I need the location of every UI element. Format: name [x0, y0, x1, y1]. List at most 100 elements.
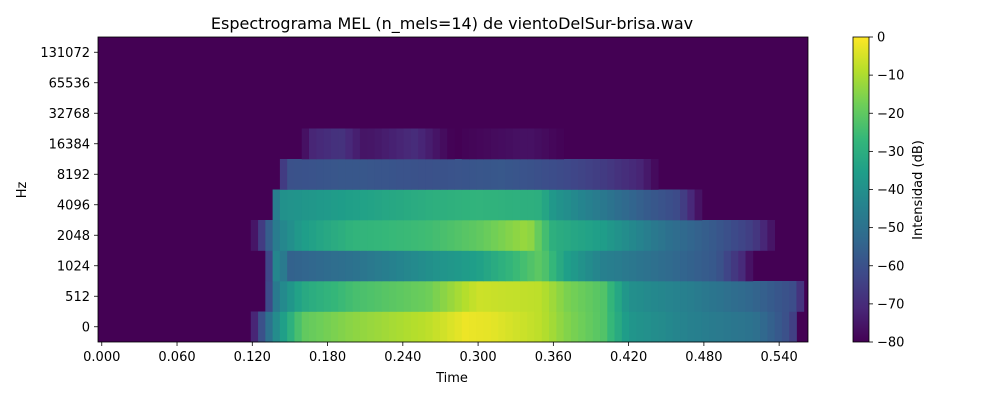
heatmap-cell [519, 311, 528, 343]
heatmap-cell [730, 250, 739, 282]
heatmap-cell [614, 281, 623, 312]
heatmap-cell [680, 220, 688, 251]
heatmap-cell [287, 159, 295, 190]
heatmap-cell [629, 159, 637, 190]
heatmap-cell [316, 250, 324, 282]
heatmap-cell [367, 311, 375, 343]
heatmap-cell [498, 128, 506, 160]
heatmap-cell [527, 159, 535, 190]
heatmap-cell [301, 311, 310, 343]
heatmap-cell [316, 281, 324, 312]
heatmap-cell [469, 220, 477, 251]
heatmap-cell [374, 311, 383, 343]
heatmap-cell [432, 159, 441, 190]
heatmap-cell [389, 159, 397, 190]
x-tick-label: 0.360 [535, 350, 572, 365]
heatmap-cell [447, 311, 455, 343]
heatmap-cell [461, 189, 470, 221]
heatmap-cell [301, 220, 310, 251]
heatmap-cell [367, 189, 375, 221]
heatmap-cell [687, 250, 696, 282]
heatmap-cell [650, 311, 659, 343]
heatmap-cell [359, 189, 368, 221]
heatmap-cell [338, 159, 346, 190]
heatmap-cell [265, 250, 274, 282]
heatmap-cell [505, 128, 514, 160]
heatmap-cell [410, 281, 419, 312]
heatmap-cell [294, 159, 303, 190]
heatmap-cell [752, 281, 761, 312]
y-tick-label: 1024 [57, 259, 90, 274]
heatmap-cell [265, 220, 274, 251]
y-tick-label: 512 [65, 290, 90, 305]
heatmap-cell [425, 220, 434, 251]
heatmap-cell [614, 311, 623, 343]
heatmap-cell [476, 220, 485, 251]
heatmap-cell [556, 220, 565, 251]
heatmap-cell [367, 281, 375, 312]
heatmap-cell [381, 159, 390, 190]
heatmap-cell [650, 220, 659, 251]
heatmap-cell [592, 159, 601, 190]
x-tick-label: 0.000 [83, 350, 120, 365]
heatmap-cell [650, 250, 659, 282]
heatmap-cell [658, 189, 666, 221]
heatmap-cell [694, 311, 703, 343]
heatmap-cell [621, 159, 630, 190]
heatmap-cell [694, 250, 703, 282]
heatmap-cell [519, 220, 528, 251]
heatmap-cell [636, 281, 645, 312]
heatmap-cell [672, 281, 681, 312]
heatmap-cell [607, 220, 615, 251]
x-tick-label: 0.540 [761, 350, 798, 365]
heatmap-cell [323, 250, 332, 282]
heatmap-cell [505, 281, 514, 312]
heatmap-cell [287, 311, 295, 343]
heatmap-cell [476, 128, 485, 160]
heatmap-cell [410, 128, 419, 160]
heatmap-cell [338, 281, 346, 312]
heatmap-cell [549, 128, 557, 160]
heatmap-cell [709, 220, 717, 251]
heatmap-cell [272, 189, 281, 221]
heatmap-cell [381, 128, 390, 160]
heatmap-cell [272, 281, 281, 312]
heatmap-cell [716, 311, 725, 343]
x-tick-label: 0.480 [685, 350, 722, 365]
heatmap-cell [461, 311, 470, 343]
heatmap-cell [301, 159, 310, 190]
heatmap-cell [396, 220, 404, 251]
heatmap-cell [330, 250, 339, 282]
heatmap-cell [563, 311, 572, 343]
heatmap-cell [723, 311, 732, 343]
heatmap-cell [374, 189, 383, 221]
heatmap-cell [541, 159, 550, 190]
heatmap-cell [781, 311, 790, 343]
heatmap-cell [600, 311, 608, 343]
heatmap-cell [483, 311, 492, 343]
heatmap-cell [789, 311, 797, 343]
heatmap-cell [469, 250, 477, 282]
colorbar-tick-label: −70 [877, 297, 904, 312]
heatmap-cell [534, 189, 543, 221]
heatmap-cell [432, 220, 441, 251]
heatmap-cell [425, 281, 434, 312]
heatmap-cell [447, 159, 455, 190]
heatmap-cell [483, 281, 492, 312]
heatmap-cell [658, 250, 666, 282]
heatmap-cell [636, 311, 645, 343]
y-tick-label: 4096 [57, 198, 90, 213]
heatmap-cell [359, 250, 368, 282]
heatmap-cell [352, 189, 361, 221]
y-tick-label: 2048 [57, 229, 90, 244]
heatmap-cell [432, 311, 441, 343]
heatmap-cell [752, 311, 761, 343]
heatmap-cell [687, 189, 696, 221]
heatmap-cell [694, 220, 703, 251]
heatmap-cell [308, 159, 317, 190]
heatmap-cell [389, 128, 397, 160]
heatmap-cell [461, 250, 470, 282]
heatmap-cell [519, 128, 528, 160]
heatmap-cell [483, 250, 492, 282]
heatmap-cell [498, 281, 506, 312]
